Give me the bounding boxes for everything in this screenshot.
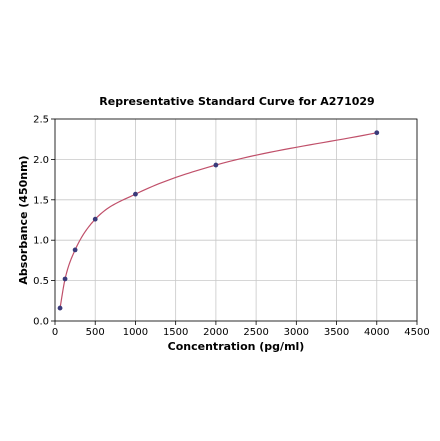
y-tick-label: 1.0 bbox=[33, 236, 49, 247]
x-tick-label: 1500 bbox=[163, 327, 188, 338]
y-tick-label: 0.5 bbox=[33, 276, 49, 287]
data-point bbox=[374, 130, 380, 136]
x-axis-label: Concentration (pg/ml) bbox=[168, 340, 305, 353]
x-tick-label: 0 bbox=[52, 327, 58, 338]
y-tick-label: 1.5 bbox=[33, 195, 49, 206]
y-tick-label: 2.0 bbox=[33, 155, 49, 166]
data-point bbox=[62, 276, 68, 282]
data-point bbox=[72, 247, 78, 253]
x-tick-label: 4500 bbox=[404, 327, 429, 338]
chart-title: Representative Standard Curve for A27102… bbox=[99, 95, 374, 108]
plot-frame bbox=[54, 118, 418, 322]
tick-layer: 0 500 1000 1500 2000 2500 3000 3500 4000 4500 0.0 0… bbox=[33, 115, 430, 339]
point-layer bbox=[57, 130, 380, 311]
y-tick-label: 0.0 bbox=[33, 317, 49, 328]
x-tick-label: 2500 bbox=[243, 327, 268, 338]
y-axis-label: Absorbance (450nm) bbox=[17, 155, 30, 284]
data-point bbox=[57, 305, 63, 311]
x-tick-label: 500 bbox=[86, 327, 105, 338]
x-tick-label: 1000 bbox=[123, 327, 148, 338]
data-point bbox=[213, 162, 219, 168]
y-tick-label: 2.5 bbox=[33, 115, 49, 126]
x-tick-label: 3500 bbox=[324, 327, 349, 338]
data-point bbox=[92, 216, 98, 222]
x-tick-label: 3000 bbox=[284, 327, 309, 338]
data-point bbox=[133, 191, 138, 197]
x-tick-label: 4000 bbox=[364, 327, 389, 338]
grid-layer bbox=[54, 118, 418, 322]
x-tick-label: 2000 bbox=[203, 327, 228, 338]
